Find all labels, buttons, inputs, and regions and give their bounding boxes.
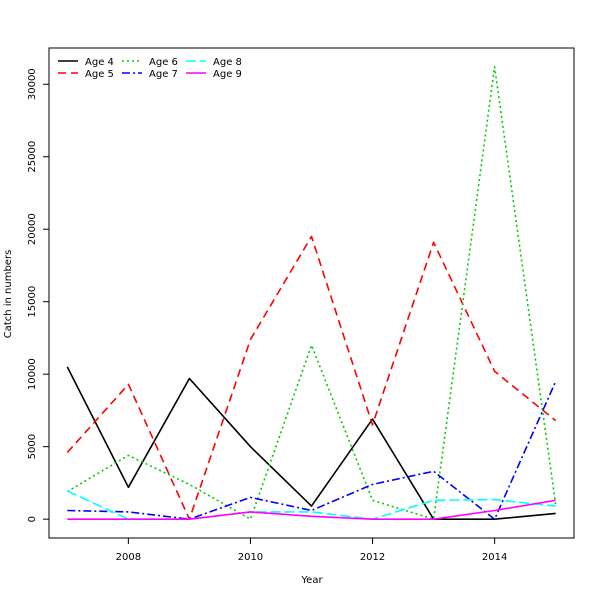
y-tick-label: 0 [27,516,38,522]
x-tick-label: 2008 [116,552,141,563]
legend-label: Age 7 [149,69,178,80]
series-line-5 [66,235,557,521]
legend-label: Age 6 [149,57,178,68]
series-layer [66,66,557,521]
x-axis-title: Year [300,575,323,586]
y-axis: 0 5000 10000 15000 20000 25000 30000 [27,68,49,522]
legend-label: Age 9 [213,69,242,80]
series-line-9 [67,499,556,521]
legend-label: Age 4 [85,57,114,68]
y-tick-label: 5000 [27,434,38,459]
x-tick-label: 2012 [360,552,385,563]
series-line-7 [67,381,557,521]
y-tick-label: 15000 [27,286,38,318]
series-line-4 [66,366,556,521]
y-tick-label: 25000 [27,141,38,173]
x-axis: 2008 2010 2012 2014 [116,538,507,563]
x-tick-label: 2010 [238,552,263,563]
legend-label: Age 5 [85,69,114,80]
y-tick-label: 30000 [27,68,38,100]
y-axis-title: Catch in numbers [3,250,14,339]
legend-label: Age 8 [213,57,242,68]
plot-frame [48,47,575,539]
series-line-6 [66,66,557,521]
y-tick-label: 10000 [27,358,38,390]
x-tick-label: 2014 [482,552,507,563]
y-tick-label: 20000 [27,213,38,245]
